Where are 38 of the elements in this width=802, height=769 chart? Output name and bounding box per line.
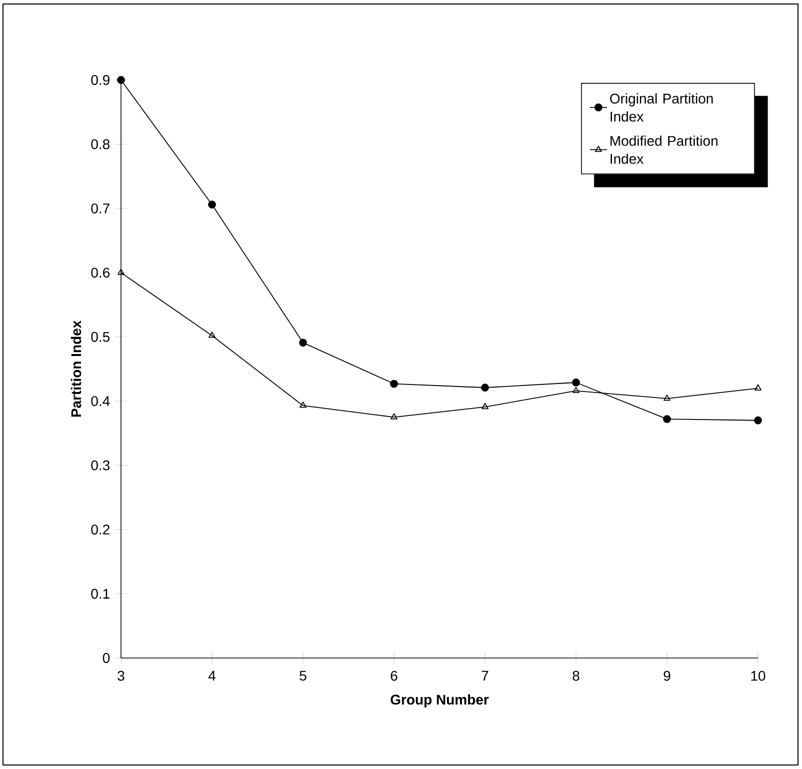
y-tick-label: 0.7 xyxy=(91,203,110,214)
x-tick-label: 10 xyxy=(751,670,766,681)
x-tick-label: 7 xyxy=(482,670,488,680)
point xyxy=(300,402,306,408)
point xyxy=(117,76,125,84)
point xyxy=(754,416,762,424)
point xyxy=(299,338,307,347)
point xyxy=(572,386,580,394)
y-tick-label: 0.8 xyxy=(91,139,110,150)
point xyxy=(208,200,216,209)
y-tick-label: 0.6 xyxy=(91,268,110,278)
y-tick-label: 0 xyxy=(102,653,110,663)
x-tick-label: 3 xyxy=(118,670,124,681)
y-axis-title: Partition Index xyxy=(70,320,82,417)
point xyxy=(390,413,398,420)
point xyxy=(482,402,488,410)
legend-label: Modified Partition Index xyxy=(610,136,718,164)
x-axis-title: Group Number xyxy=(390,694,489,708)
y-tick-label: 0.1 xyxy=(91,588,110,599)
x-tick-label: 9 xyxy=(664,670,670,681)
point xyxy=(481,384,489,392)
x-tick-label: 8 xyxy=(572,670,580,681)
x-tick-label: 5 xyxy=(300,670,306,681)
point xyxy=(208,332,216,338)
y-tick-label: 0.2 xyxy=(91,524,110,535)
x-tick-label: 4 xyxy=(208,670,216,680)
y-tick-label: 0.3 xyxy=(91,460,110,470)
point xyxy=(390,380,398,388)
legend-label: Original Partition Index xyxy=(610,93,713,122)
point xyxy=(572,378,580,386)
y-tick-label: 0.9 xyxy=(91,75,110,85)
x-tick-label: 6 xyxy=(390,670,398,681)
point xyxy=(754,384,762,390)
y-tick-label: 0.5 xyxy=(91,332,110,342)
y-tick-label: 0.4 xyxy=(91,396,110,406)
point xyxy=(118,268,124,275)
point xyxy=(664,394,670,401)
point xyxy=(663,415,671,424)
